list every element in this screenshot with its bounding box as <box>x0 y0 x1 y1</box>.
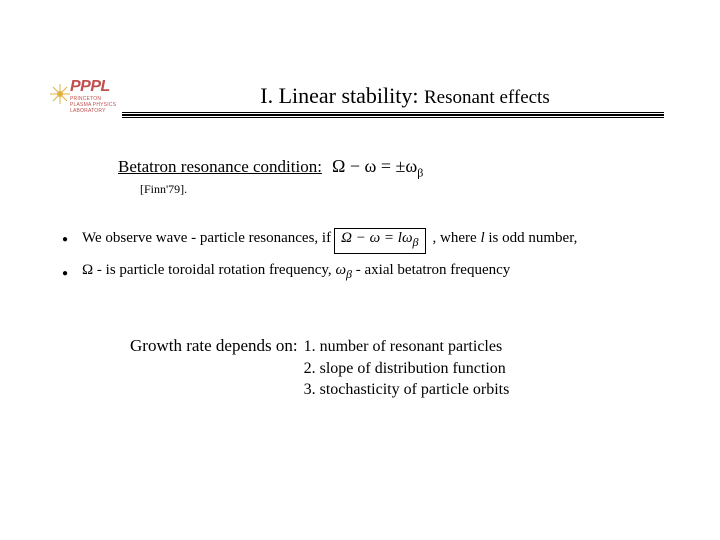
omega-cap: Ω <box>82 262 93 278</box>
formula-lhs: Ω − ω = ±ω <box>332 156 417 176</box>
logo-subtext: PRINCETON PLASMA PHYSICS LABORATORY <box>70 96 122 114</box>
growth-list: 1. number of resonant particles 2. slope… <box>304 336 510 401</box>
growth-label: Growth rate depends on: <box>130 336 298 356</box>
pppl-logo: PPPL PRINCETON PLASMA PHYSICS LABORATORY <box>50 82 122 110</box>
list-item: 3. stochasticity of particle orbits <box>304 379 510 401</box>
title-main: I. Linear stability: <box>260 83 424 108</box>
citation: [Finn'79]. <box>140 182 187 197</box>
bullet-icon: ● <box>62 268 68 279</box>
title-sub: Resonant effects <box>424 87 550 108</box>
boxed-sub: β <box>413 235 419 249</box>
title-rule-inner <box>122 114 664 116</box>
logo-text: PPPL <box>70 78 110 96</box>
title-rule <box>122 112 664 118</box>
observe-line: We observe wave - particle resonances, i… <box>82 228 577 254</box>
list-item: 1. number of resonant particles <box>304 336 510 358</box>
observe-prefix: We observe wave - particle resonances, i… <box>82 230 331 247</box>
resonance-condition: Betatron resonance condition: Ω − ω = ±ω… <box>118 156 423 181</box>
sunburst-icon <box>50 84 70 104</box>
formula-sub: β <box>417 166 423 180</box>
boxed-formula: Ω − ω = lωβ <box>334 228 425 254</box>
tail-2: is odd number, <box>485 230 578 246</box>
observe-tail: , where l is odd number, <box>433 230 578 247</box>
bullet-icon: ● <box>62 234 68 245</box>
header: PPPL PRINCETON PLASMA PHYSICS LABORATORY… <box>50 82 680 110</box>
tail-1: , where <box>433 230 481 246</box>
condition-label: Betatron resonance condition: <box>118 157 322 177</box>
list-item: 2. slope of distribution function <box>304 358 510 380</box>
omega-beta-text: - axial betatron frequency <box>352 262 510 278</box>
omega-beta: ω <box>335 262 346 278</box>
omega-cap-text: - is particle toroidal rotation frequenc… <box>93 262 335 278</box>
condition-formula: Ω − ω = ±ωβ <box>332 156 423 181</box>
page-title: I. Linear stability: Resonant effects <box>130 83 680 109</box>
growth-rate-block: Growth rate depends on: 1. number of res… <box>130 336 509 401</box>
boxed-lhs: Ω − ω = lω <box>341 230 412 246</box>
definitions-line: Ω - is particle toroidal rotation freque… <box>82 262 510 282</box>
